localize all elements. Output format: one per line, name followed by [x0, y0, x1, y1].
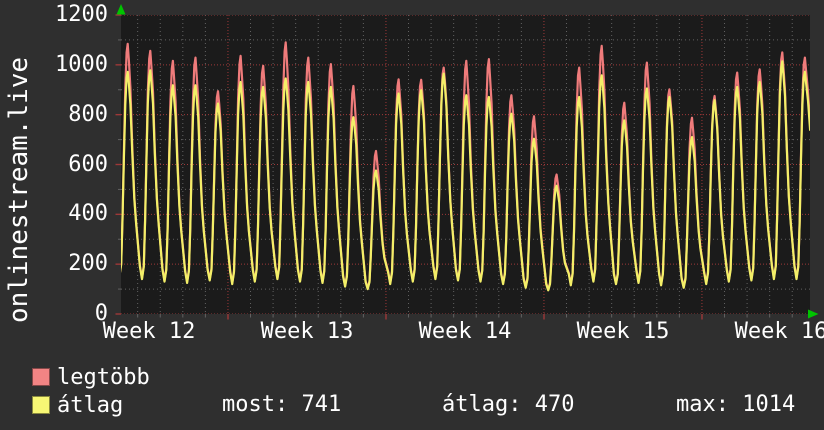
legend-swatch-legtobb: [32, 368, 50, 386]
vertical-axis-title: onlinestream.live: [4, 56, 34, 324]
y-tick-label: 200: [68, 251, 108, 277]
y-tick-label: 400: [68, 201, 108, 227]
x-tick-label: Week 16: [734, 319, 824, 344]
stat-max: max: 1014: [676, 392, 796, 417]
stat-most: most: 741: [222, 392, 342, 417]
y-tick-label: 1200: [55, 2, 108, 27]
plot-area: [121, 15, 810, 314]
series-atlag-line: [121, 60, 810, 292]
legend-swatch-atlag: [32, 396, 50, 414]
series-legtobb-line: [121, 41, 810, 291]
plot-area-svg: [121, 15, 810, 314]
y-axis-arrow-icon: [116, 4, 126, 15]
stat-atlag: átlag: 470: [442, 392, 575, 417]
grid-major: [121, 15, 810, 314]
grid-minor: [121, 15, 810, 314]
y-tick-label: 1000: [55, 51, 108, 77]
x-tick-label: Week 13: [260, 319, 354, 344]
legend-label-legtobb: legtöbb: [57, 365, 150, 390]
x-tick-label: Week 14: [418, 319, 512, 344]
x-tick-label: Week 12: [102, 319, 196, 344]
legend-label-atlag: átlag: [57, 393, 124, 418]
y-tick-label: 0: [94, 301, 108, 326]
y-tick-label: 600: [68, 151, 108, 177]
x-tick-label: Week 15: [576, 319, 670, 344]
y-tick-label: 800: [68, 101, 108, 127]
